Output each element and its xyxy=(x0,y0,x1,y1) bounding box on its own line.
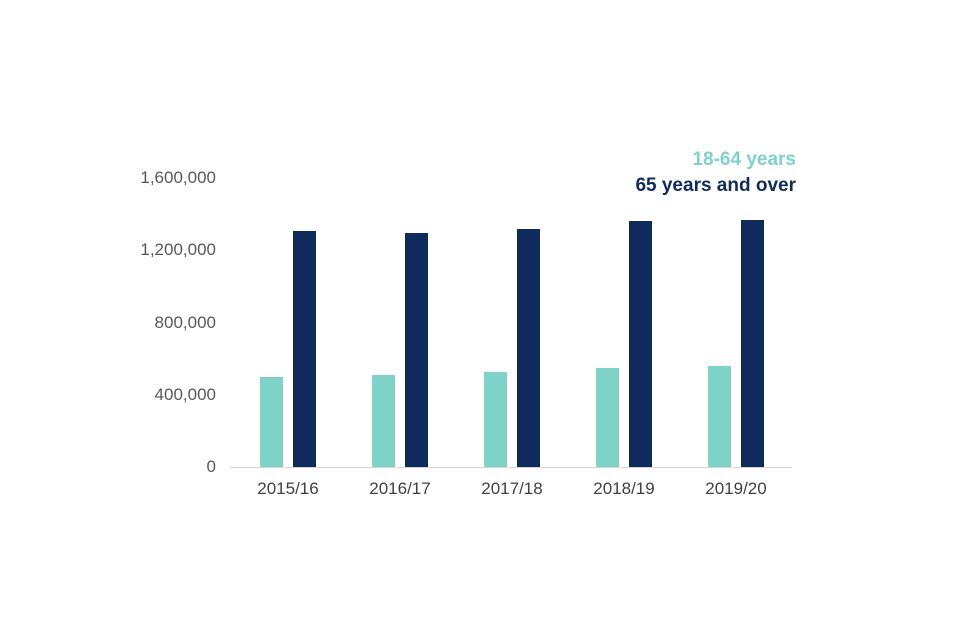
y-tick-label: 1,600,000 xyxy=(140,168,216,187)
bar-65-over xyxy=(741,220,764,467)
bar-18-64 xyxy=(260,377,283,467)
legend-label-65-over: 65 years and over xyxy=(635,175,796,196)
bar-18-64 xyxy=(484,372,507,467)
y-tick-label: 400,000 xyxy=(154,384,216,404)
bar-18-64 xyxy=(372,375,395,467)
y-tick-label: 0 xyxy=(206,457,216,476)
x-tick-label: 2017/18 xyxy=(481,479,543,498)
chart-legend: 18-64 years 65 years and over xyxy=(635,147,796,199)
bar-18-64 xyxy=(596,368,619,467)
bar-65-over xyxy=(629,221,652,467)
bar-65-over xyxy=(293,231,316,467)
y-tick-label: 1,200,000 xyxy=(140,240,216,260)
x-tick-label: 2018/19 xyxy=(593,479,655,498)
legend-label-18-64: 18-64 years xyxy=(692,149,796,170)
y-tick-label: 800,000 xyxy=(154,312,216,332)
x-tick-label: 2016/17 xyxy=(369,479,431,498)
bar-65-over xyxy=(517,229,540,467)
bar-18-64 xyxy=(708,366,731,467)
x-tick-label: 2019/20 xyxy=(705,479,767,498)
x-axis-line xyxy=(230,467,792,468)
x-tick-label: 2015/16 xyxy=(257,479,319,498)
bar-65-over xyxy=(405,233,428,467)
